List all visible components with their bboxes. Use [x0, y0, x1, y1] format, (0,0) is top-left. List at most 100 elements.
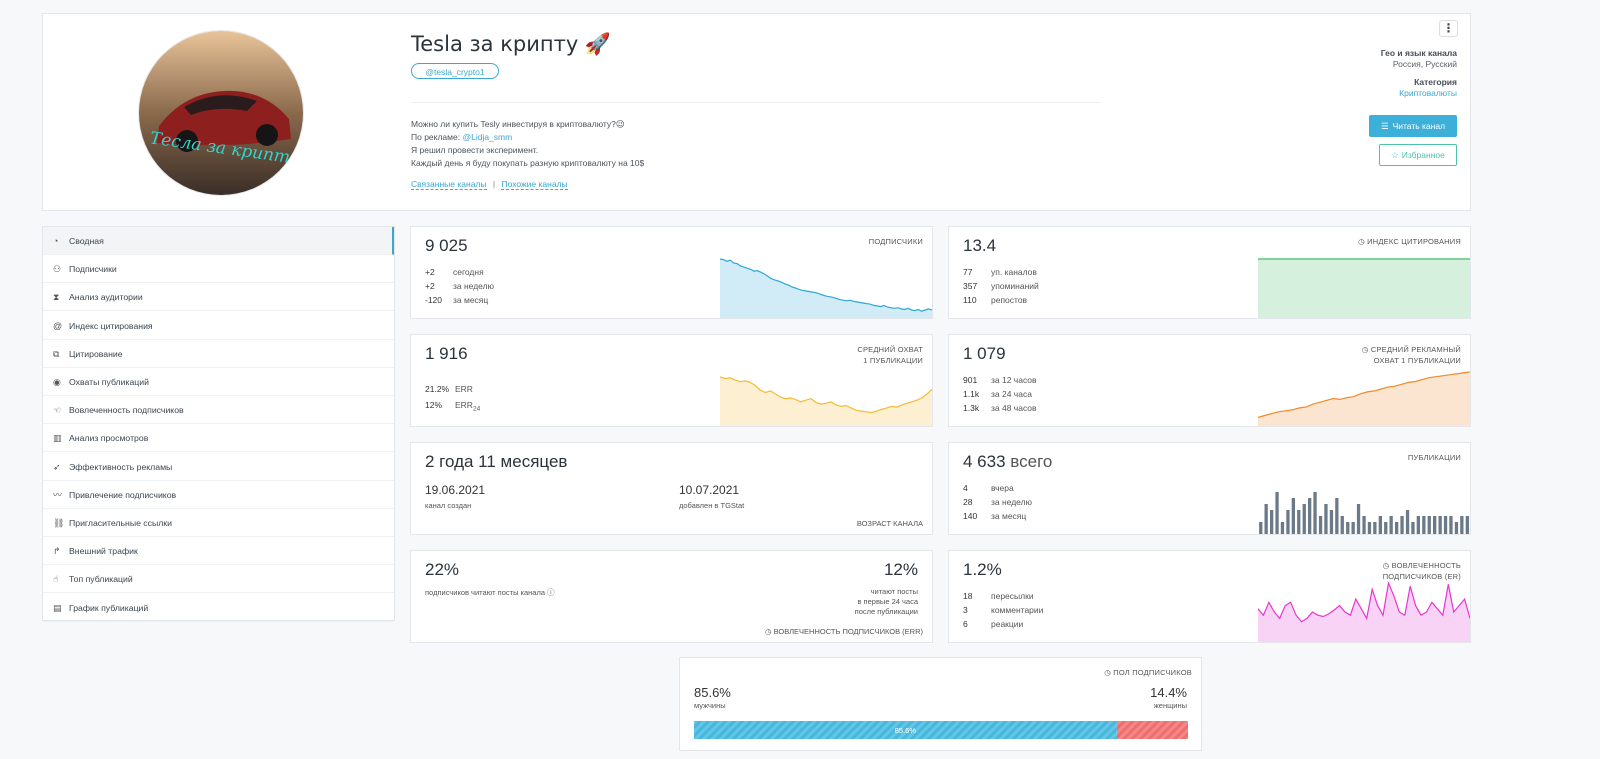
er-value: 1.2%: [963, 560, 1002, 579]
sidebar-item-5[interactable]: ◉ Охваты публикаций: [43, 368, 394, 396]
chart-bar: [1318, 516, 1323, 534]
stat-text: комментарии: [991, 605, 1044, 615]
ad-contact-link[interactable]: @Lidja_smm: [462, 132, 513, 142]
chart-bar: [1422, 516, 1426, 534]
stat-row: 77 уп. каналов: [963, 265, 1039, 279]
male-value: 85.6%: [694, 685, 731, 700]
err24-sub: 24: [472, 405, 481, 413]
chart-bar: [1280, 522, 1285, 534]
chart-bar: [1362, 516, 1366, 534]
sidebar-item-10[interactable]: ⛓ Пригласительные ссылки: [43, 509, 394, 537]
subscribers-chart: [720, 258, 932, 318]
chart-area: [720, 377, 932, 426]
sidebar-item-1[interactable]: ⚇ Подписчики: [43, 255, 394, 284]
reach-value: 1 916: [425, 344, 468, 363]
chart-bar: [1373, 522, 1377, 534]
er-card[interactable]: 1.2% ◷ ВОВЛЕЧЕННОСТЬ ПОДПИСЧИКОВ (ER) 18 п…: [948, 550, 1471, 643]
telegram-icon: ☰: [1380, 121, 1389, 131]
sidebar-item-8[interactable]: ➶ Эффективность рекламы: [43, 453, 394, 481]
chart-bar: [1356, 504, 1361, 534]
channel-username[interactable]: @tesla_crypto1: [411, 63, 499, 79]
related-channels-link[interactable]: Связанные каналы: [411, 179, 487, 190]
sidebar-item-label: Привлечение подписчиков: [69, 489, 177, 500]
posts-value-suffix: всего: [1010, 452, 1053, 471]
reach-chart: [720, 376, 932, 426]
chart-bar: [1427, 516, 1431, 534]
desc-line: Можно ли купить Tesly инвестируя в крипт…: [411, 119, 625, 129]
chart-area: [720, 259, 932, 318]
ad-reach-card[interactable]: 1 079 ◷ СРЕДНИЙ РЕКЛАМНЫЙ ОХВАТ 1 ПУБЛИКА…: [948, 334, 1471, 427]
channel-age-card[interactable]: 2 года 11 месяцев 19.06.2021 канал созда…: [410, 442, 933, 535]
read-channel-button[interactable]: ☰ Читать канал: [1369, 115, 1457, 137]
sidebar-item-9[interactable]: 〰 Привлечение подписчиков: [43, 481, 394, 509]
ad-reach-value: 1 079: [963, 344, 1006, 363]
sidebar-item-12[interactable]: ☝ Топ публикаций: [43, 565, 394, 594]
err24-row: 12% ERR24: [425, 397, 480, 418]
err24-value: 12%: [425, 400, 443, 410]
chart-bar: [1286, 510, 1290, 534]
er-label: ◷ ВОВЛЕЧЕННОСТЬ ПОДПИСЧИКОВ (ER): [1383, 560, 1461, 582]
err-right-line: после публикации: [854, 607, 918, 616]
posts-chart: [1259, 492, 1469, 534]
sidebar-item-7[interactable]: ▥ Анализ просмотров: [43, 424, 394, 453]
stat-text: репостов: [991, 295, 1028, 305]
copy-icon: ⧉: [53, 348, 60, 359]
category-value[interactable]: Криптовалюты: [1399, 88, 1457, 98]
dashboard-icon: ◔: [53, 236, 59, 246]
stat-row: 6 реакции: [963, 617, 1043, 631]
citation-label: ИНДЕКС ЦИТИРОВАНИЯ: [1367, 237, 1461, 246]
chart-bar: [1313, 492, 1317, 534]
citation-card[interactable]: 13.4 ◷ ИНДЕКС ЦИТИРОВАНИЯ 77 уп. каналов …: [948, 226, 1471, 319]
stat-row: -120 за месяц: [425, 293, 494, 307]
stat-text: уп. каналов: [991, 267, 1037, 277]
sidebar-item-label: Вовлеченность подписчиков: [69, 405, 184, 416]
err-card[interactable]: 22% подписчиков читают посты канала ⓘ 12…: [410, 550, 933, 643]
added-date: 10.07.2021: [679, 483, 740, 497]
age-value: 2 года 11 месяцев: [425, 452, 568, 471]
sidebar-item-0[interactable]: ◔ Сводная: [43, 227, 394, 255]
gender-card[interactable]: ◷ ПОЛ ПОДПИСЧИКОВ 85.6% мужчины 14.4% же…: [679, 657, 1202, 751]
sidebar-item-4[interactable]: ⧉ Цитирование: [43, 340, 394, 368]
chart-line: [1258, 582, 1470, 623]
similar-channels-link[interactable]: Похожие каналы: [501, 179, 568, 190]
chart-line: [1258, 371, 1470, 418]
chart-bar: [1335, 498, 1339, 534]
sidebar-item-13[interactable]: ▤ График публикаций: [43, 594, 394, 622]
reach-label-line: СРЕДНИЙ ОХВАТ: [857, 345, 923, 354]
star-icon: ☆: [1391, 150, 1399, 160]
stat-text: за 48 часов: [991, 403, 1037, 413]
read-channel-label: Читать канал: [1392, 121, 1446, 131]
stat-number: 357: [963, 281, 978, 291]
stat-row: 901 за 12 часов: [963, 373, 1037, 387]
stat-number: 1.1k: [963, 389, 980, 399]
sidebar-item-3[interactable]: @ Индекс цитирования: [43, 312, 394, 340]
sidebar-item-6[interactable]: ☜ Вовлеченность подписчиков: [43, 396, 394, 425]
er-label-line: ПОДПИСЧИКОВ (ER): [1382, 572, 1461, 581]
err-left-label: подписчиков читают посты канала ⓘ: [425, 587, 555, 598]
link-icon: ⛓: [53, 518, 65, 528]
posts-card[interactable]: 4 633 всего ПУБЛИКАЦИИ 4 вчера 28 за недел…: [948, 442, 1471, 535]
stat-text: за месяц: [991, 511, 1027, 521]
err-right-value: 12%: [883, 560, 918, 579]
reach-card[interactable]: 1 916 СРЕДНИЙ ОХВАТ 1 ПУБЛИКАЦИИ 21.2% ERR…: [410, 334, 933, 427]
subscribers-label: ПОДПИСЧИКИ: [868, 237, 923, 246]
stat-row: 1.3k за 48 часов: [963, 401, 1037, 415]
chart-bar: [1460, 516, 1464, 534]
help-icon[interactable]: ⓘ: [547, 588, 555, 597]
category-label: Категория: [1414, 77, 1457, 87]
geo-value: Россия, Русский: [1392, 59, 1457, 69]
subscribers-card[interactable]: 9 025 ПОДПИСЧИКИ +2 сегодня +2 за неделю -…: [410, 226, 933, 319]
sidebar-item-11[interactable]: ↱ Внешний трафик: [43, 537, 394, 566]
chart-bar: [1454, 522, 1459, 534]
more-options-icon[interactable]: ⋮: [1439, 20, 1458, 37]
gender-bar-text: 85.6%: [895, 726, 917, 735]
citation-value: 13.4: [963, 236, 997, 255]
er-label-line: ◷ ВОВЛЕЧЕННОСТЬ: [1383, 560, 1461, 571]
stat-row: +2 за неделю: [425, 279, 494, 293]
favorites-button[interactable]: ☆ Избранное: [1379, 144, 1457, 166]
sidebar-item-2[interactable]: ⧗ Анализ аудитории: [43, 283, 394, 312]
stat-number: 4: [963, 483, 968, 493]
err24-label: ERR: [455, 400, 473, 410]
reach-label: СРЕДНИЙ ОХВАТ 1 ПУБЛИКАЦИИ: [857, 344, 923, 366]
err-row: 21.2% ERR: [425, 381, 480, 397]
